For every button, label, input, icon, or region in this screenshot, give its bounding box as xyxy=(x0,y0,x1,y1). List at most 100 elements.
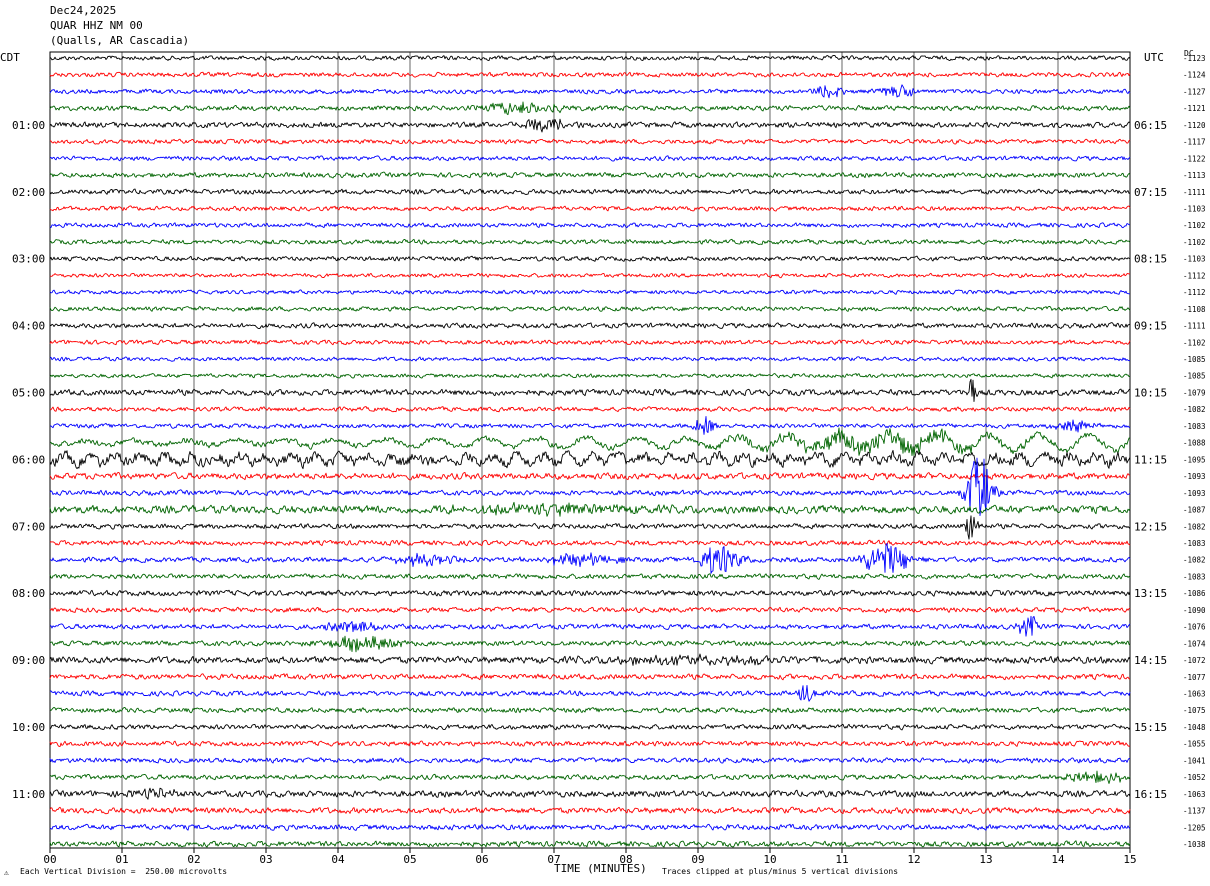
dc-offset-label: -1072 xyxy=(1183,656,1206,665)
trace-line-1 xyxy=(49,71,1131,78)
left-hour-label: 09:00 xyxy=(12,654,45,667)
left-hour-label: 07:00 xyxy=(12,520,45,533)
labels: 00 01 02 03 04 05 06 07 08 09 10 11 12 13 14 15 -1123 -11… xyxy=(12,54,1206,866)
dc-offset-label: -1120 xyxy=(1183,121,1206,130)
trace-line-23 xyxy=(49,427,1131,457)
trace-line-21 xyxy=(49,406,1131,413)
right-hour-label: 06:15 xyxy=(1134,119,1167,132)
x-tick-label: 00 xyxy=(43,853,56,866)
right-hour-label: 13:15 xyxy=(1134,587,1167,600)
dc-offset-label: -1083 xyxy=(1183,572,1206,581)
trace-line-11 xyxy=(49,238,1131,246)
clip-note: Traces clipped at plus/minus 5 vertical … xyxy=(662,867,899,876)
trace-line-42 xyxy=(49,757,1131,764)
x-tick-label: 01 xyxy=(115,853,128,866)
dc-offset-label: -1102 xyxy=(1183,221,1206,230)
right-hour-label: 14:15 xyxy=(1134,654,1167,667)
trace-line-41 xyxy=(49,740,1131,748)
left-hour-label: 08:00 xyxy=(12,587,45,600)
x-tick-label: 15 xyxy=(1123,853,1136,866)
trace-line-18 xyxy=(49,356,1131,362)
dc-offset-label: -1083 xyxy=(1183,422,1206,431)
dc-offset-label: -1090 xyxy=(1183,606,1206,615)
header-station: QUAR HHZ NM 00 xyxy=(50,19,143,32)
dc-offset-label: -1127 xyxy=(1183,87,1206,96)
header-date: Dec24,2025 xyxy=(50,4,117,17)
right-hour-label: 15:15 xyxy=(1134,721,1167,734)
trace-line-9 xyxy=(49,205,1131,212)
dc-offset-label: -1087 xyxy=(1183,506,1206,515)
dc-offset-label: -1055 xyxy=(1183,740,1206,749)
trace-line-45 xyxy=(49,806,1131,815)
dc-offset-label: -1079 xyxy=(1183,388,1206,397)
dc-offset-label: -1082 xyxy=(1183,405,1206,414)
dc-offset-label: -1123 xyxy=(1183,54,1206,63)
x-tick-label: 08 xyxy=(619,853,632,866)
trace-line-25 xyxy=(49,472,1131,481)
trace-line-30 xyxy=(49,543,1131,574)
dc-offset-label: -1112 xyxy=(1183,288,1206,297)
logo-mark: ⚠ xyxy=(4,868,9,877)
left-hour-label: 03:00 xyxy=(12,253,45,266)
trace-line-20 xyxy=(49,378,1131,402)
dc-header-label: DC xyxy=(1184,49,1194,58)
dc-offset-label: -1086 xyxy=(1183,589,1206,598)
trace-line-13 xyxy=(49,272,1131,279)
trace-line-12 xyxy=(49,255,1131,262)
dc-offset-label: -1124 xyxy=(1183,71,1206,80)
dc-offset-label: -1093 xyxy=(1183,472,1206,481)
x-axis-label: TIME (MINUTES) xyxy=(554,862,647,875)
x-tick-label: 14 xyxy=(1051,853,1065,866)
dc-offset-label: -1083 xyxy=(1183,539,1206,548)
left-hour-label: 02:00 xyxy=(12,186,45,199)
trace-line-28 xyxy=(50,515,1131,540)
trace-line-15 xyxy=(49,305,1131,312)
trace-line-35 xyxy=(49,635,1131,653)
dc-offset-label: -1082 xyxy=(1183,556,1206,565)
trace-line-46 xyxy=(49,823,1131,831)
grid xyxy=(49,51,1131,853)
right-hour-label: 09:15 xyxy=(1134,320,1167,333)
trace-line-43 xyxy=(49,770,1131,784)
plot-frame xyxy=(49,51,1131,849)
left-hour-label: 06:00 xyxy=(12,453,45,466)
trace-line-14 xyxy=(49,289,1131,295)
dc-offset-label: -1085 xyxy=(1183,372,1206,381)
dc-offset-label: -1102 xyxy=(1183,338,1206,347)
trace-line-5 xyxy=(49,138,1131,145)
x-tick-label: 11 xyxy=(835,853,848,866)
dc-offset-label: -1112 xyxy=(1183,271,1206,280)
left-hour-label: 05:00 xyxy=(12,386,45,399)
scale-note: Each Vertical Division = 250.00 microvol… xyxy=(20,867,228,876)
x-tick-label: 07 xyxy=(547,853,560,866)
right-hour-label: 07:15 xyxy=(1134,186,1167,199)
x-tick-label: 04 xyxy=(331,853,345,866)
trace-line-17 xyxy=(49,339,1131,346)
trace-line-27 xyxy=(49,501,1131,517)
dc-offset-label: -1063 xyxy=(1183,790,1206,799)
traces xyxy=(49,55,1131,848)
dc-offset-label: -1093 xyxy=(1183,489,1206,498)
dc-offset-label: -1038 xyxy=(1183,840,1206,849)
trace-line-0 xyxy=(49,55,1131,62)
x-tick-label: 03 xyxy=(259,853,272,866)
trace-line-44 xyxy=(49,787,1131,800)
trace-line-26 xyxy=(49,457,1131,517)
dc-offset-label: -1103 xyxy=(1183,205,1206,214)
x-tick-label: 06 xyxy=(475,853,488,866)
dc-offset-label: -1048 xyxy=(1183,723,1206,732)
dc-offset-label: -1108 xyxy=(1183,305,1206,314)
x-tick-label: 05 xyxy=(403,853,416,866)
dc-offset-label: -1121 xyxy=(1183,104,1206,113)
trace-line-2 xyxy=(49,84,1131,99)
trace-line-10 xyxy=(49,222,1131,229)
trace-line-38 xyxy=(49,684,1131,702)
trace-line-29 xyxy=(49,539,1131,547)
dc-offset-label: -1088 xyxy=(1183,439,1206,448)
right-hour-label: 08:15 xyxy=(1134,253,1167,266)
trace-line-32 xyxy=(49,589,1131,597)
trace-line-24 xyxy=(49,449,1131,470)
right-hour-label: 16:15 xyxy=(1134,788,1167,801)
dc-offset-label: -1075 xyxy=(1183,706,1206,715)
trace-line-33 xyxy=(49,606,1131,614)
